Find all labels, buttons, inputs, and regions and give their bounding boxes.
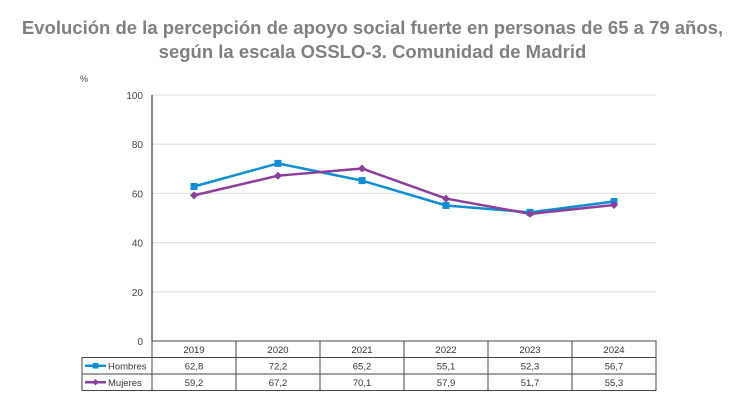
legend-label-hombres: Hombres — [108, 362, 147, 373]
legend-label-mujeres: Mujeres — [108, 378, 142, 389]
y-tick-label: 20 — [132, 288, 144, 299]
data-label: 52,3 — [521, 362, 540, 373]
data-point-mujeres — [610, 200, 618, 209]
series-line-hombres — [193, 162, 615, 214]
data-label: 70,1 — [353, 378, 372, 389]
y-tick-label: 0 — [137, 337, 143, 348]
data-point-hombres — [442, 201, 450, 209]
x-tick-label: 2020 — [267, 345, 288, 356]
data-label: 57,9 — [437, 378, 456, 389]
data-label: 59,2 — [185, 378, 204, 389]
data-label: 51,7 — [521, 378, 540, 389]
data-point-mujeres — [358, 164, 366, 173]
data-point-hombres — [190, 183, 198, 191]
x-tick-label: 2019 — [183, 345, 204, 356]
data-point-mujeres — [442, 194, 450, 203]
legend-marker-hombres — [92, 362, 99, 369]
x-tick-label: 2023 — [519, 345, 540, 356]
data-label: 56,7 — [605, 362, 624, 373]
data-point-hombres — [358, 177, 366, 185]
y-axis-label: % — [80, 74, 89, 84]
data-point-hombres — [274, 159, 282, 167]
x-tick-label: 2024 — [603, 345, 624, 356]
x-tick-label: 2021 — [351, 345, 372, 356]
y-tick-label: 40 — [132, 239, 144, 250]
y-tick-label: 80 — [132, 140, 144, 151]
chart-title: Evolución de la percepción de apoyo soci… — [0, 16, 745, 64]
data-label: 72,2 — [269, 362, 288, 373]
title-line-2: según la escala OSSLO-3. Comunidad de Ma… — [158, 41, 587, 62]
data-point-mujeres — [526, 209, 534, 218]
data-point-mujeres — [190, 191, 198, 200]
legend-marker-mujeres — [92, 379, 99, 386]
y-tick-label: 60 — [132, 189, 144, 200]
data-label: 65,2 — [353, 362, 372, 373]
data-point-mujeres — [274, 171, 282, 180]
series-line-mujeres — [193, 167, 615, 216]
data-label: 62,8 — [185, 362, 204, 373]
y-tick-label: 100 — [126, 91, 143, 102]
title-line-1: Evolución de la percepción de apoyo soci… — [21, 17, 724, 38]
x-tick-label: 2022 — [435, 345, 456, 356]
data-label: 67,2 — [269, 378, 288, 389]
data-label: 55,3 — [605, 378, 624, 389]
data-label: 55,1 — [437, 362, 456, 373]
